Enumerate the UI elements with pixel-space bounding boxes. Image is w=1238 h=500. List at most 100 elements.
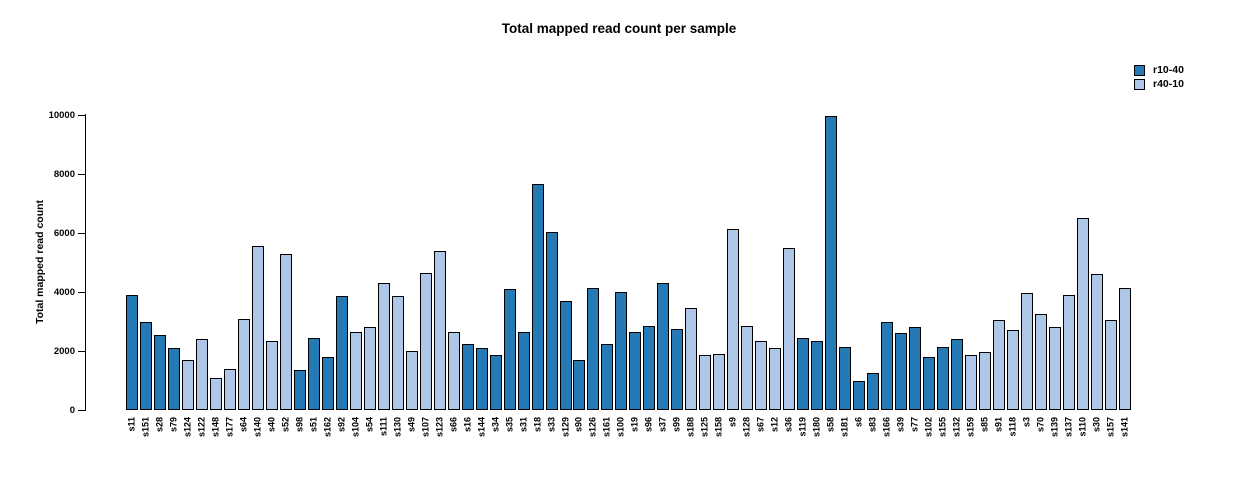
bar-s119 (797, 337, 810, 410)
bar-slot: s85 (978, 115, 992, 432)
bar-s123 (433, 250, 446, 410)
bar-slot: s162 (321, 115, 335, 437)
bar-slot: s98 (293, 115, 307, 432)
bar-slot: s40 (265, 115, 279, 432)
plot-area: s11 s151 s28 s79 s124 s122 s148 s177 s64 s140 s40 s… (125, 115, 1132, 437)
bar-slot: s90 (573, 115, 587, 432)
bar-slot: s188 (684, 115, 698, 437)
x-tick-label: s39 (895, 417, 906, 433)
x-tick-label: s64 (238, 417, 249, 433)
legend-item: r40-10 (1134, 77, 1184, 91)
bar-s18 (531, 184, 544, 410)
bar-s70 (1034, 314, 1047, 410)
bar-s31 (517, 331, 530, 410)
x-tick-label: s141 (1119, 417, 1130, 438)
bar-slot: s151 (139, 115, 153, 437)
bar-slot: s19 (628, 115, 642, 432)
bar-slot: s139 (1048, 115, 1062, 437)
bar-s141 (1118, 287, 1131, 410)
bar-s77 (909, 327, 922, 410)
bar-slot: s166 (880, 115, 894, 437)
x-tick-label: s100 (615, 417, 626, 438)
bar-slot: s3 (1020, 115, 1034, 427)
bar-slot: s77 (908, 115, 922, 432)
bar-s155 (937, 346, 950, 410)
bar-s132 (951, 339, 964, 410)
x-tick-label: s162 (322, 417, 333, 438)
x-tick-label: s36 (783, 417, 794, 433)
bar-slot: s34 (489, 115, 503, 432)
bar-s100 (615, 292, 628, 410)
x-tick-label: s161 (601, 417, 612, 438)
bar-slot: s64 (237, 115, 251, 432)
x-tick-label: s40 (266, 417, 277, 433)
bar-s16 (461, 343, 474, 410)
bar-slot: s28 (153, 115, 167, 432)
bar-s128 (741, 325, 754, 410)
x-tick-label: s91 (993, 417, 1004, 433)
bar-slot: s132 (950, 115, 964, 437)
bar-slot: s126 (586, 115, 600, 437)
x-tick-label: s52 (280, 417, 291, 433)
bar-slot: s91 (992, 115, 1006, 432)
legend-item: r10-40 (1134, 63, 1184, 77)
x-tick-label: s28 (154, 417, 165, 433)
y-tick-label: 4000 (53, 287, 75, 298)
x-tick-label: s180 (811, 417, 822, 438)
bar-slot: s130 (391, 115, 405, 437)
bar-s64 (237, 318, 250, 410)
x-tick-label: s85 (979, 417, 990, 433)
x-tick-label: s98 (294, 417, 305, 433)
y-tick-label: 0 (69, 405, 75, 416)
bar-s125 (699, 355, 712, 410)
x-tick-label: s30 (1091, 417, 1102, 433)
bar-slot: s158 (712, 115, 726, 437)
x-tick-label: s137 (1063, 417, 1074, 438)
bar-slot: s123 (433, 115, 447, 437)
bar-slot: s39 (894, 115, 908, 432)
bar-s36 (783, 247, 796, 410)
x-tick-label: s139 (1049, 417, 1060, 438)
bar-s151 (139, 321, 152, 410)
bar-s9 (727, 228, 740, 410)
bar-slot: s51 (307, 115, 321, 432)
bar-slot: s122 (195, 115, 209, 437)
bar-s58 (825, 116, 838, 410)
bar-slot: s128 (740, 115, 754, 437)
x-tick-label: s128 (741, 417, 752, 438)
x-tick-label: s31 (518, 417, 529, 433)
bar-s3 (1020, 293, 1033, 410)
bar-s96 (643, 325, 656, 410)
bar-slot: s148 (209, 115, 223, 437)
x-tick-label: s9 (727, 417, 738, 428)
bar-s104 (349, 331, 362, 410)
bar-slot: s36 (782, 115, 796, 432)
bar-slot: s107 (419, 115, 433, 437)
y-tick-mark (78, 174, 85, 175)
y-tick-label: 6000 (53, 228, 75, 239)
x-tick-label: s151 (140, 417, 151, 438)
x-tick-label: s140 (252, 417, 263, 438)
bar-slot: s49 (405, 115, 419, 432)
x-tick-label: s12 (769, 417, 780, 433)
bar-slot: s70 (1034, 115, 1048, 432)
x-tick-label: s58 (825, 417, 836, 433)
bar-slot: s181 (838, 115, 852, 437)
x-tick-label: s155 (937, 417, 948, 438)
x-tick-label: s96 (643, 417, 654, 433)
bar-s162 (321, 356, 334, 410)
bar-s49 (405, 351, 418, 410)
x-tick-label: s6 (853, 417, 864, 428)
bar-s157 (1104, 320, 1117, 410)
x-tick-label: s54 (364, 417, 375, 433)
bar-s11 (125, 294, 138, 410)
bar-s129 (559, 300, 572, 410)
y-tick-mark (78, 115, 85, 116)
x-tick-label: s11 (126, 417, 137, 432)
bar-s161 (601, 343, 614, 410)
x-tick-label: s51 (308, 417, 319, 433)
bar-slot: s92 (335, 115, 349, 432)
bar-s140 (251, 246, 264, 410)
x-tick-label: s130 (392, 417, 403, 438)
bar-slot: s66 (447, 115, 461, 432)
